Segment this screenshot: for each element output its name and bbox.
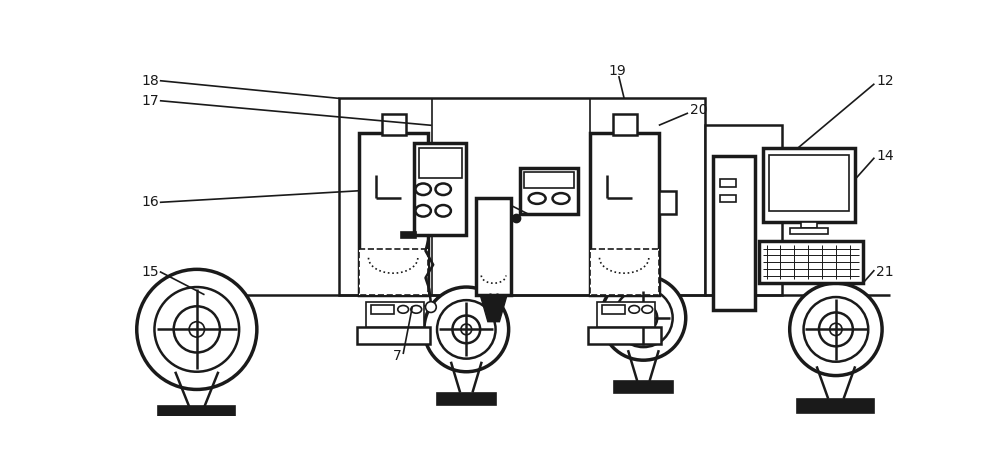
Circle shape xyxy=(614,289,673,347)
Text: 14: 14 xyxy=(876,149,894,163)
Bar xyxy=(801,221,817,228)
Bar xyxy=(705,125,782,295)
Ellipse shape xyxy=(642,305,653,313)
Bar xyxy=(590,133,659,295)
Circle shape xyxy=(452,316,480,343)
Bar xyxy=(357,327,430,344)
Bar xyxy=(414,143,466,235)
Circle shape xyxy=(425,302,436,312)
Bar xyxy=(358,248,428,295)
Bar xyxy=(763,149,855,221)
Text: 21: 21 xyxy=(876,265,894,279)
Bar xyxy=(759,241,863,283)
Circle shape xyxy=(174,306,220,353)
Bar xyxy=(437,393,496,405)
Bar xyxy=(358,133,428,295)
Text: 12: 12 xyxy=(876,74,894,88)
Ellipse shape xyxy=(629,305,640,313)
Text: 16: 16 xyxy=(141,195,159,209)
Ellipse shape xyxy=(436,184,451,195)
Bar xyxy=(401,232,416,238)
Bar xyxy=(158,406,235,420)
Bar xyxy=(720,179,736,187)
Bar xyxy=(769,155,849,211)
Bar xyxy=(797,399,874,412)
Bar xyxy=(790,228,828,234)
Bar xyxy=(382,114,406,135)
Bar xyxy=(614,381,673,393)
Circle shape xyxy=(790,283,882,375)
Ellipse shape xyxy=(411,305,422,313)
Text: 17: 17 xyxy=(141,94,159,108)
Ellipse shape xyxy=(415,205,431,217)
Bar xyxy=(371,305,394,314)
Text: 20: 20 xyxy=(690,103,707,117)
Ellipse shape xyxy=(553,193,569,204)
Circle shape xyxy=(137,269,257,389)
Circle shape xyxy=(830,323,842,336)
Circle shape xyxy=(461,324,472,335)
Text: 18: 18 xyxy=(141,74,159,88)
Bar xyxy=(524,171,574,189)
Circle shape xyxy=(819,312,853,347)
Bar xyxy=(419,148,462,178)
Bar xyxy=(713,156,755,310)
Bar xyxy=(720,195,736,202)
Circle shape xyxy=(437,300,496,359)
Circle shape xyxy=(804,297,868,362)
Circle shape xyxy=(424,287,509,372)
Circle shape xyxy=(154,287,239,372)
Circle shape xyxy=(189,322,205,337)
Circle shape xyxy=(630,304,657,332)
Ellipse shape xyxy=(398,305,409,313)
Bar xyxy=(588,327,661,344)
Bar xyxy=(366,303,424,327)
Circle shape xyxy=(638,312,649,323)
Text: 19: 19 xyxy=(609,64,626,78)
Polygon shape xyxy=(480,295,507,322)
Bar xyxy=(520,168,578,214)
Bar xyxy=(339,99,705,295)
Ellipse shape xyxy=(436,205,451,217)
Bar xyxy=(476,198,511,295)
Bar xyxy=(590,248,659,295)
Text: 7: 7 xyxy=(393,349,402,363)
Ellipse shape xyxy=(415,184,431,195)
Bar xyxy=(602,305,625,314)
Ellipse shape xyxy=(529,193,546,204)
Circle shape xyxy=(601,276,686,360)
Bar xyxy=(613,114,637,135)
Bar xyxy=(597,303,655,327)
Bar xyxy=(659,191,676,214)
Text: 15: 15 xyxy=(141,265,159,279)
